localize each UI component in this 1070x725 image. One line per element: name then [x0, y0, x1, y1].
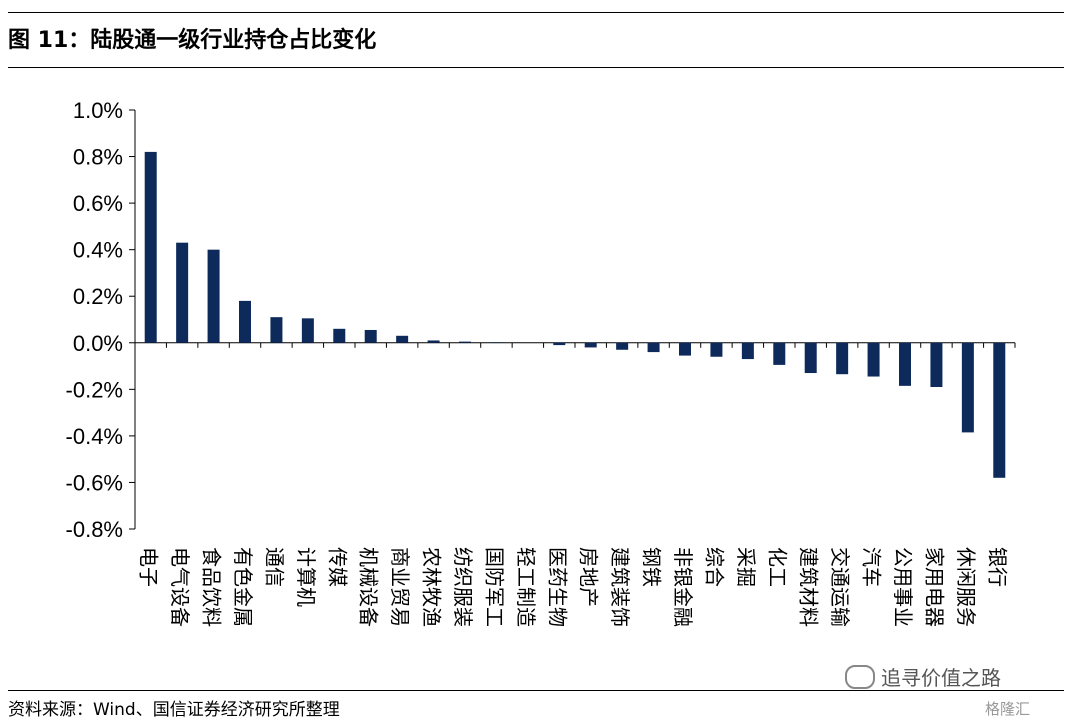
bar	[930, 342, 943, 388]
y-tick-label: 0.6%	[73, 191, 123, 216]
y-tick-label: -0.4%	[66, 424, 123, 449]
bar	[207, 249, 220, 343]
category-label: 交通运输	[828, 547, 852, 627]
category-label: 有色金属	[231, 547, 255, 627]
category-label: 传媒	[325, 547, 349, 587]
category-label: 电子	[137, 547, 161, 587]
bar	[301, 318, 314, 343]
y-tick-label: -0.2%	[66, 377, 123, 402]
y-tick-label: 0.0%	[73, 331, 123, 356]
category-label: 计算机	[294, 547, 318, 607]
category-label: 综合	[702, 547, 726, 587]
bar	[741, 342, 754, 360]
category-label: 轻工制造	[514, 547, 538, 627]
bar	[459, 341, 471, 343]
wechat-icon	[845, 664, 875, 689]
bar	[427, 340, 440, 343]
bar	[993, 342, 1006, 478]
category-label: 建筑装饰	[608, 547, 632, 627]
category-label: 机械设备	[357, 547, 381, 627]
bar	[616, 342, 629, 350]
watermark-text: 追寻价值之路	[881, 666, 1001, 690]
top-rule	[8, 12, 1064, 13]
category-label: 房地产	[577, 547, 601, 607]
title-rule	[8, 67, 1064, 68]
source-note: 资料来源：Wind、国信证券经济研究所整理	[8, 700, 340, 720]
footer-rule	[8, 690, 1064, 691]
y-tick-label: 0.2%	[73, 284, 123, 309]
bar	[710, 342, 723, 357]
bar	[584, 342, 597, 348]
category-label: 汽车	[860, 547, 884, 587]
bar	[176, 242, 189, 343]
bar	[553, 342, 566, 346]
category-label: 医药生物	[545, 547, 569, 627]
category-label: 纺织服装	[451, 547, 475, 627]
bar	[899, 342, 911, 386]
category-label: 采掘	[734, 547, 758, 587]
category-label: 商业贸易	[388, 547, 412, 627]
y-tick-label: 1.0%	[73, 98, 123, 123]
category-label: 通信	[262, 547, 286, 587]
category-label: 非银金融	[671, 547, 695, 627]
bar	[867, 342, 880, 377]
y-tick-label: 0.4%	[73, 238, 123, 263]
bar	[364, 329, 377, 343]
bar	[679, 342, 691, 356]
bar	[144, 151, 157, 343]
category-label: 化工	[765, 547, 789, 587]
bar	[836, 342, 849, 375]
category-label: 国防军工	[482, 547, 506, 627]
category-label: 银行	[985, 547, 1009, 587]
bar	[239, 300, 251, 343]
bar	[773, 342, 786, 365]
bar	[270, 317, 283, 343]
y-tick-label: -0.6%	[66, 470, 123, 495]
category-label: 建筑材料	[797, 547, 821, 627]
bar-chart: 1.0% 0.8% 0.6% 0.4% 0.2% 0.0% -0.2% -0.4% -0.6% -…	[66, 98, 1016, 627]
category-label: 食品饮料	[200, 547, 224, 627]
bar	[396, 335, 409, 343]
category-label: 钢铁	[640, 547, 664, 587]
bar	[804, 342, 817, 374]
bar	[647, 342, 660, 353]
bar	[333, 328, 346, 343]
category-label: 公用事业	[891, 547, 915, 627]
page-title: 图 11：陆股通一级行业持仓占比变化	[8, 28, 377, 53]
y-tick-label: -0.8%	[66, 517, 123, 542]
bar	[961, 342, 974, 433]
category-label: 家用电器	[922, 547, 946, 627]
logo-text: 格隆汇	[985, 700, 1031, 718]
watermark: 追寻价值之路	[845, 662, 1001, 691]
y-tick-label: 0.8%	[73, 145, 123, 170]
category-label: 休闲服务	[954, 547, 978, 627]
category-label: 电气设备	[168, 547, 192, 627]
category-label: 农林牧渔	[420, 547, 444, 627]
